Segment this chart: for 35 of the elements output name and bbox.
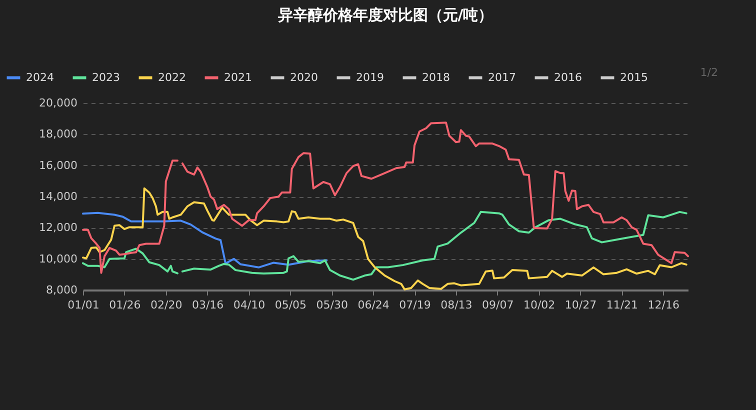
y-tick-label: 20,000 — [39, 96, 78, 110]
legend-label: 2021 — [224, 70, 252, 84]
y-tick-label: 8,000 — [46, 284, 78, 296]
x-tick-label: 01/01 — [68, 298, 100, 312]
y-tick-label: 18,000 — [39, 128, 78, 141]
legend-label: 2023 — [92, 70, 120, 84]
x-tick-label: 01/26 — [109, 298, 141, 312]
x-tick-label: 04/10 — [233, 298, 266, 312]
y-tick-label: 16,000 — [39, 158, 78, 172]
x-tick-label: 10/27 — [564, 298, 597, 312]
chart-title: 异辛醇价格年度对比图（元/吨） — [276, 6, 494, 24]
legend-label: 2016 — [554, 70, 582, 84]
y-tick-label: 12,000 — [39, 221, 78, 234]
x-tick-label: 05/05 — [274, 298, 307, 312]
legend-label: 2018 — [422, 70, 450, 84]
x-tick-label: 12/16 — [648, 298, 680, 312]
x-tick-label: 06/24 — [358, 298, 390, 312]
legend-label: 2024 — [26, 70, 54, 84]
x-tick-label: 11/21 — [606, 298, 638, 312]
x-tick-label: 10/02 — [523, 298, 556, 312]
line-series — [82, 212, 328, 268]
y-tick-label: 14,000 — [39, 190, 78, 203]
legend-label: 2022 — [158, 70, 186, 84]
x-tick-label: 05/30 — [316, 298, 348, 312]
x-tick-label: 02/20 — [150, 298, 182, 312]
x-tick-label: 07/19 — [399, 298, 431, 312]
legend-label: 2015 — [620, 70, 648, 84]
x-tick-label: 03/16 — [192, 298, 224, 312]
legend-label: 2020 — [290, 70, 318, 84]
y-tick-label: 10,000 — [39, 252, 78, 266]
x-tick-label: 09/07 — [482, 298, 514, 312]
legend-label: 2019 — [356, 70, 384, 84]
x-tick-label: 08/13 — [440, 298, 472, 312]
legend-label: 2017 — [488, 70, 516, 84]
text: 1/2 — [700, 66, 718, 79]
